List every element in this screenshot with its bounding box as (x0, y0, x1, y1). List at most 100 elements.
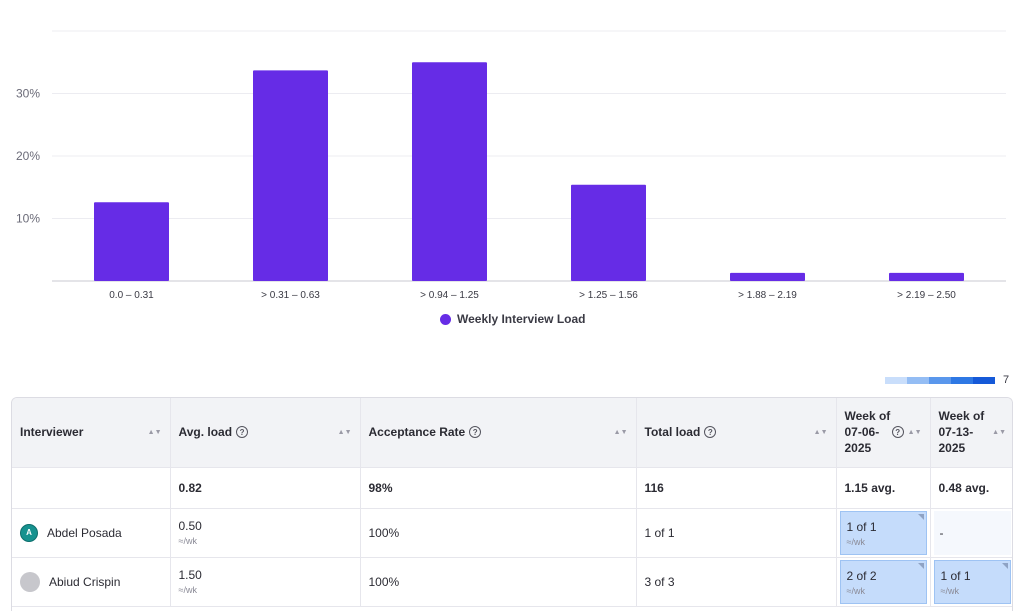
interviewer-table: Interviewer ▲▼ Avg. load ? ▲▼ (11, 397, 1013, 611)
x-tick-label: > 1.25 – 1.56 (579, 290, 638, 301)
week-label-line: 07-13- (938, 425, 974, 440)
corner-indicator-icon (917, 513, 924, 520)
table-header-row: Interviewer ▲▼ Avg. load ? ▲▼ (12, 398, 1012, 468)
column-header-total-load[interactable]: Total load ? ▲▼ (636, 398, 837, 468)
week-label-line: 2025 (844, 441, 872, 456)
week-label-line: 07-06- (844, 425, 880, 440)
week2-cell[interactable]: 1 of 1 ≈/wk (930, 557, 1012, 607)
y-tick-label: 20% (16, 149, 40, 163)
column-header-week-07-06[interactable]: Week of 07-06- 2025 ? ▲▼ (836, 398, 931, 468)
x-tick-label: > 2.19 – 2.50 (897, 290, 956, 301)
x-tick-label: > 0.31 – 0.63 (261, 290, 320, 301)
corner-indicator-icon (917, 562, 924, 569)
heat-cell[interactable]: 1 of 1 ≈/wk (839, 510, 927, 555)
heat-cell-unit: ≈/wk (940, 585, 959, 596)
x-tick-label: > 0.94 – 1.25 (420, 290, 479, 301)
sort-icon[interactable]: ▲▼ (337, 428, 352, 436)
column-header-label: Interviewer (20, 425, 84, 440)
average-label-cell (12, 467, 171, 509)
average-week2: 0.48 avg. (930, 467, 1012, 509)
sort-icon[interactable]: ▲▼ (992, 428, 1006, 436)
avg-load-value: 0.50 (178, 519, 202, 533)
heat-cell-unit: ≈/wk (846, 585, 865, 596)
column-header-acceptance-rate[interactable]: Acceptance Rate ? ▲▼ (360, 398, 637, 468)
bar (412, 62, 487, 281)
heat-cell[interactable]: 1 of 1 ≈/wk (933, 559, 1011, 604)
column-header-label: Total load (644, 425, 701, 440)
help-icon[interactable]: ? (704, 426, 717, 439)
chart-canvas: 10% 20% 30% 0.0 – 0.31 > 0.31 – 0.63 > 0.94 –… (16, 30, 1006, 301)
interviewer-name[interactable]: Abdel Posada (47, 525, 122, 540)
average-total-load: 116 (636, 467, 837, 509)
bar (889, 272, 964, 281)
column-header-week-07-13[interactable]: Week of 07-13- 2025 ▲▼ (930, 398, 1012, 468)
average-week1: 1.15 avg. (836, 467, 931, 509)
heat-cell-unit: ≈/wk (846, 536, 865, 547)
acceptance-cell: 100% (360, 508, 637, 558)
heat-cell[interactable]: 2 of 2 ≈/wk (839, 559, 927, 604)
total-load-cell: 1 of 1 (636, 508, 837, 558)
help-icon[interactable]: ? (469, 426, 482, 439)
interviewer-cell[interactable]: A Abdel Posada (12, 508, 171, 558)
interviewer-cell[interactable]: Abiud Crispin (12, 557, 171, 607)
heat-cell-value: - (939, 525, 944, 540)
heat-scale-cell (951, 376, 973, 384)
sort-icon[interactable]: ▲▼ (147, 428, 162, 436)
column-header-label: Acceptance Rate (368, 425, 466, 440)
table-row[interactable]: A Abdel Posada 0.50 ≈/wk 100% 1 of 1 1 o… (12, 508, 1012, 558)
sort-icon[interactable]: ▲▼ (613, 428, 628, 436)
column-header-label: Avg. load (178, 425, 233, 440)
bar (571, 184, 646, 281)
table-row[interactable]: Abiud Crispin 1.50 ≈/wk 100% 3 of 3 2 of… (12, 557, 1012, 607)
column-header-avg-load[interactable]: Avg. load ? ▲▼ (170, 398, 361, 468)
avg-load-value: 1.50 (178, 568, 202, 582)
sort-icon[interactable]: ▲▼ (907, 428, 922, 436)
help-icon[interactable]: ? (891, 426, 904, 439)
heat-scale-cell (929, 376, 951, 384)
legend-label: Weekly Interview Load (457, 312, 586, 326)
average-acceptance: 98% (360, 467, 637, 509)
corner-indicator-icon (1002, 562, 1008, 569)
avg-load-cell: 1.50 ≈/wk (170, 557, 361, 607)
chart-legend[interactable]: Weekly Interview Load (440, 312, 586, 326)
week-label-line: 2025 (938, 441, 966, 456)
interviewer-name[interactable]: Abiud Crispin (49, 574, 121, 589)
column-header-label: Week of 07-13- 2025 (939, 408, 985, 456)
heat-scale-cell (885, 376, 907, 384)
avg-load-unit: ≈/wk (178, 536, 197, 546)
x-tick-label: 0.0 – 0.31 (109, 290, 154, 301)
avg-load-unit: ≈/wk (178, 585, 197, 595)
y-tick-label: 30% (16, 87, 40, 101)
avg-load-cell: 0.50 ≈/wk (170, 508, 361, 558)
heat-cell[interactable]: - (933, 510, 1011, 555)
load-distribution-chart: 10% 20% 30% 0.0 – 0.31 > 0.31 – 0.63 > 0.94 –… (16, 30, 1006, 326)
heat-scale-cell (973, 376, 995, 384)
heat-scale: 7 (885, 374, 1009, 386)
heat-scale-cell (907, 376, 929, 384)
week-label-line: Week of (938, 409, 985, 424)
help-icon[interactable]: ? (236, 426, 249, 439)
week2-cell[interactable]: - (930, 508, 1012, 558)
bar (730, 272, 805, 281)
average-row: 0.82 98% 116 1.15 avg. 0.48 avg. (12, 467, 1012, 509)
heat-cell-value: 1 of 1 (940, 568, 971, 583)
avatar: A (20, 523, 38, 542)
total-load-cell: 3 of 3 (636, 557, 837, 607)
week1-cell[interactable]: 2 of 2 ≈/wk (836, 557, 931, 607)
heat-cell-value: 2 of 2 (846, 568, 877, 583)
column-header-interviewer[interactable]: Interviewer ▲▼ (12, 398, 171, 468)
heat-scale-max: 7 (1003, 374, 1010, 386)
y-tick-label: 10% (16, 212, 40, 226)
acceptance-cell: 100% (360, 557, 637, 607)
week-label-line: Week of (844, 409, 891, 424)
average-avg-load: 0.82 (170, 467, 361, 509)
bar (253, 70, 328, 281)
sort-icon[interactable]: ▲▼ (813, 428, 828, 436)
avatar (20, 571, 40, 592)
x-tick-label: > 1.88 – 2.19 (738, 290, 797, 301)
column-header-label: Week of 07-06- 2025 (845, 408, 891, 456)
bar (94, 202, 169, 281)
legend-swatch (440, 313, 451, 325)
heat-cell-value: 1 of 1 (846, 519, 877, 534)
week1-cell[interactable]: 1 of 1 ≈/wk (836, 508, 931, 558)
